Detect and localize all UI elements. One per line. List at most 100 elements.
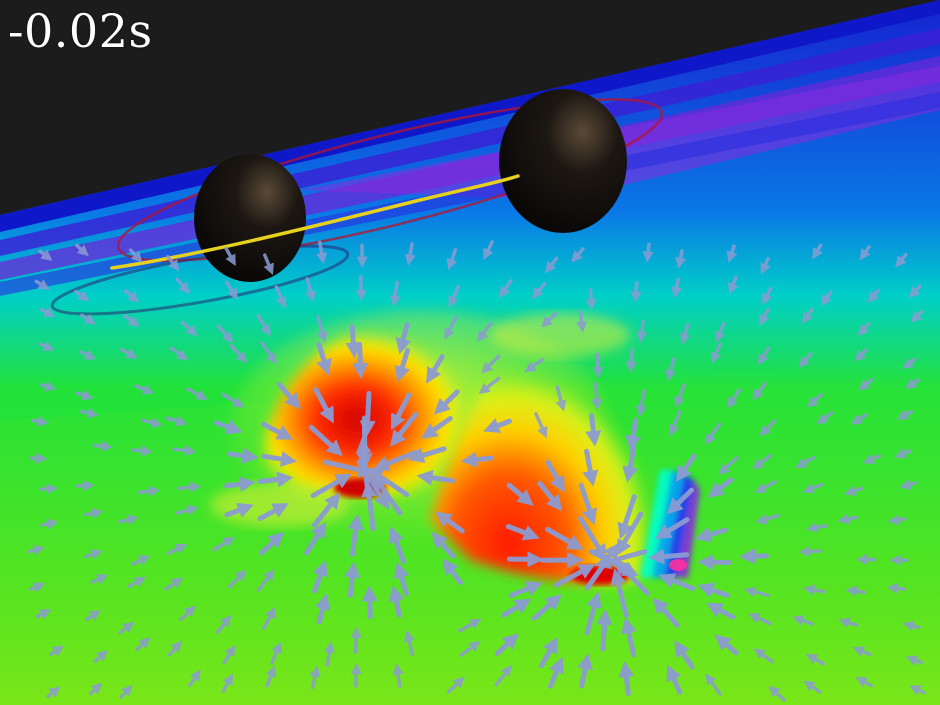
flow-arrow xyxy=(476,321,493,343)
flow-arrow xyxy=(697,554,732,571)
flow-arrow xyxy=(545,459,565,493)
flow-arrow xyxy=(540,312,558,328)
flow-arrow xyxy=(361,585,378,620)
flow-arrow xyxy=(392,663,404,688)
flow-arrow xyxy=(75,389,94,401)
flow-arrow xyxy=(169,346,189,361)
flow-arrow xyxy=(718,455,739,476)
flow-arrow xyxy=(46,686,61,699)
flow-arrow xyxy=(421,416,453,439)
flow-arrow xyxy=(123,289,140,303)
flow-arrow xyxy=(308,424,343,457)
orbit-trail xyxy=(110,174,520,270)
flow-arrow xyxy=(390,392,412,431)
flow-arrow xyxy=(172,445,197,457)
flow-arrow xyxy=(448,284,461,308)
flow-arrow xyxy=(762,287,773,305)
flow-arrow xyxy=(38,249,53,261)
flow-arrow xyxy=(753,648,775,664)
flow-arrow xyxy=(539,636,558,669)
flow-arrow xyxy=(167,640,183,657)
flow-arrow xyxy=(481,354,501,374)
flow-arrow xyxy=(388,584,405,618)
flow-arrow xyxy=(694,526,728,543)
flow-arrow xyxy=(571,247,585,263)
flow-arrow xyxy=(431,531,456,559)
flow-arrow xyxy=(584,542,620,591)
flow-arrow xyxy=(636,319,648,344)
flow-arrow xyxy=(706,602,736,620)
flow-arrow xyxy=(176,481,202,493)
flow-arrow xyxy=(591,382,603,410)
flow-arrow xyxy=(483,418,512,434)
flow-arrow xyxy=(31,415,49,427)
flow-arrow xyxy=(576,310,588,333)
flow-arrow xyxy=(630,281,642,303)
flow-arrow xyxy=(179,605,196,622)
flow-arrow xyxy=(820,290,833,307)
flow-arrow xyxy=(322,459,375,478)
flow-arrow xyxy=(79,407,99,419)
flow-arrow xyxy=(622,445,639,483)
flow-arrow xyxy=(216,614,232,634)
flow-arrow xyxy=(316,315,328,344)
flow-arrow xyxy=(585,413,602,447)
flow-arrow xyxy=(141,417,163,428)
flow-arrow xyxy=(270,641,282,665)
flow-arrow xyxy=(323,641,335,667)
flow-arrow xyxy=(442,558,463,585)
flow-arrow xyxy=(707,477,734,498)
flow-arrow xyxy=(494,633,519,656)
flow-arrow xyxy=(862,453,881,464)
flow-arrow xyxy=(674,383,686,409)
flow-arrow xyxy=(679,322,691,345)
right-gravity-well xyxy=(430,315,657,584)
flow-arrow xyxy=(256,313,271,337)
flow-arrow xyxy=(344,561,361,598)
flow-arrow xyxy=(75,480,95,492)
flow-arrow xyxy=(119,347,138,359)
flow-arrow xyxy=(134,384,155,395)
flow-arrow xyxy=(265,665,277,688)
flow-arrow xyxy=(726,388,741,409)
flow-arrow xyxy=(757,346,771,366)
flow-arrow xyxy=(227,447,259,464)
flow-arrow xyxy=(256,569,275,592)
flow-arrow xyxy=(714,322,726,343)
orbit-ring xyxy=(50,98,664,316)
flow-arrow xyxy=(361,480,378,532)
flow-arrow xyxy=(838,617,859,629)
flow-arrow xyxy=(748,613,772,626)
flow-arrow xyxy=(262,606,276,630)
flow-arrow xyxy=(904,378,920,390)
flow-arrow xyxy=(894,448,912,459)
flow-arrow xyxy=(618,661,635,697)
flow-arrow xyxy=(119,684,133,699)
flow-arrow xyxy=(395,322,412,355)
flow-arrow xyxy=(665,357,677,382)
flow-arrow xyxy=(78,349,97,360)
flow-arrow xyxy=(704,422,722,445)
flow-arrow xyxy=(739,548,770,565)
flow-arrow xyxy=(394,348,410,383)
flow-arrow xyxy=(166,543,188,556)
flow-arrow xyxy=(433,389,460,415)
flow-arrow xyxy=(805,653,826,666)
flow-arrow xyxy=(131,445,153,457)
flow-arrow xyxy=(850,413,868,425)
flow-arrow xyxy=(545,526,584,550)
flow-arrow xyxy=(755,513,781,525)
flow-arrow xyxy=(224,246,236,267)
flow-arrow xyxy=(188,669,201,687)
flow-arrow xyxy=(795,456,815,469)
flow-arrow xyxy=(186,387,208,400)
flow-arrow xyxy=(118,514,139,526)
flow-arrow xyxy=(416,469,456,486)
flow-arrow xyxy=(666,487,694,515)
flow-arrow xyxy=(816,411,834,425)
flow-arrow xyxy=(524,357,544,373)
flow-arrow xyxy=(274,285,287,309)
flow-arrow xyxy=(212,536,235,552)
flow-arrow xyxy=(501,598,532,618)
